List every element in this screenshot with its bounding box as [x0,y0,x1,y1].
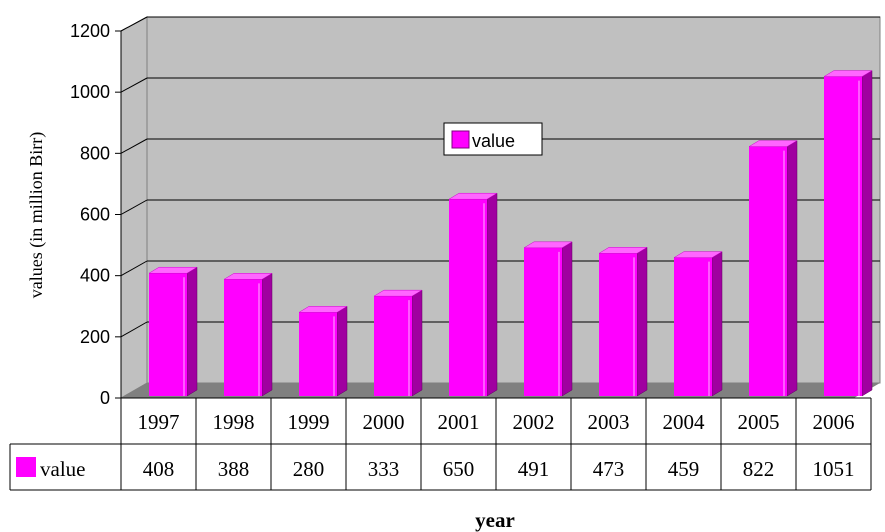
y-tick-label: 0 [100,388,110,408]
bar-2000 [373,289,423,397]
y-tick-label: 800 [80,143,110,163]
legend-label: value [472,131,515,151]
gridline-side [120,138,148,154]
legend-swatch [451,130,470,149]
bar-side [561,241,573,397]
bar-top [598,247,648,254]
x-axis-title: year [475,508,515,532]
bars [148,70,873,397]
x-category-label: 1999 [288,410,330,434]
x-category-label: 2002 [513,410,555,434]
bar-front [449,199,487,396]
bar-top [298,306,348,313]
data-label: 388 [218,457,250,481]
data-label: 333 [368,457,400,481]
bar-front [524,247,562,396]
gridline-side [120,260,148,277]
bar-top [523,241,573,249]
data-label: 650 [443,457,475,481]
x-category-label: 2003 [588,410,630,434]
bar-1997 [148,266,198,397]
gridline-side [120,77,148,93]
x-category-label: 2006 [813,410,855,434]
bar-2004 [673,251,723,397]
y-tick-label: 1200 [70,21,110,41]
bar-2006 [823,70,873,397]
bar-front [374,296,412,396]
bar-top [148,266,198,274]
bar-side [711,251,723,397]
y-axis-title: values (in million Birr) [26,132,47,298]
bar-side [336,305,348,397]
y-axis: 0 200 400 600 800 1000 1200 [70,21,122,408]
bar-front [224,279,262,396]
gridline-side [120,321,148,338]
y-tick-label: 600 [80,205,110,225]
y-tick-label: 400 [80,266,110,286]
bar-2002 [523,241,573,397]
data-label: 408 [143,457,175,481]
bar-2003 [598,246,648,397]
gridline-side [120,199,148,215]
bar-side [411,289,423,397]
bar-front [299,312,337,396]
data-label: 1051 [813,457,855,481]
x-category-label: 2005 [738,410,780,434]
bar-2001 [448,192,498,397]
bar-top [373,289,423,297]
y-tick-label: 1000 [70,82,110,102]
bar-1999 [298,305,348,397]
x-category-label: 1998 [213,410,255,434]
bar-front [824,76,862,397]
table-legend-swatch [16,457,36,477]
data-label: 822 [743,457,775,481]
data-label: 459 [668,457,700,481]
bar-front [149,273,187,396]
data-label: 473 [593,457,625,481]
bar-side [261,272,273,397]
data-label: 280 [293,457,325,481]
bar-side [786,140,798,397]
bar-front [674,257,712,396]
bar-2005 [748,140,798,397]
bar-side [636,246,648,397]
legend: value [443,122,543,156]
x-category-label: 2001 [438,410,480,434]
bar-top [748,140,798,147]
gridline-side [120,16,148,32]
bar-top [673,251,723,258]
bar-1998 [223,272,273,397]
bar-side [486,192,498,397]
x-category-label: 2004 [663,410,706,434]
bar-side [186,266,198,397]
bar-top [448,192,498,200]
bar-top [223,273,273,280]
x-category-label: 1997 [138,410,180,434]
bar-side [861,70,873,397]
bar-front [749,146,787,396]
x-category-label: 2000 [363,410,405,434]
bar-front [599,253,637,396]
y-tick-label: 200 [80,327,110,347]
data-label: 491 [518,457,550,481]
data-table: 1997 408 1998 388 1999 280 2000 333 2001 650 2002 4… [9,397,872,491]
bar-top [823,70,873,77]
table-series-label: value [40,457,85,481]
